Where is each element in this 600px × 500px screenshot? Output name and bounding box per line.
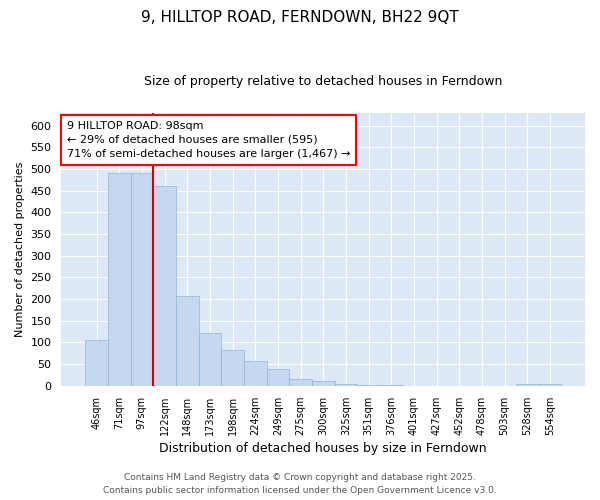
X-axis label: Distribution of detached houses by size in Ferndown: Distribution of detached houses by size …	[160, 442, 487, 455]
Bar	[221, 350, 244, 386]
Text: 9 HILLTOP ROAD: 98sqm
← 29% of detached houses are smaller (595)
71% of semi-det: 9 HILLTOP ROAD: 98sqm ← 29% of detached …	[67, 121, 350, 159]
Title: Size of property relative to detached houses in Ferndown: Size of property relative to detached ho…	[144, 75, 502, 88]
Bar	[153, 186, 176, 386]
Bar	[108, 174, 131, 386]
Bar	[176, 296, 199, 386]
Bar	[131, 174, 153, 386]
Bar	[244, 361, 266, 386]
Bar	[516, 384, 539, 386]
Text: Contains HM Land Registry data © Crown copyright and database right 2025.
Contai: Contains HM Land Registry data © Crown c…	[103, 474, 497, 495]
Text: 9, HILLTOP ROAD, FERNDOWN, BH22 9QT: 9, HILLTOP ROAD, FERNDOWN, BH22 9QT	[141, 10, 459, 25]
Y-axis label: Number of detached properties: Number of detached properties	[15, 162, 25, 337]
Bar	[85, 340, 108, 386]
Bar	[266, 370, 289, 386]
Bar	[199, 333, 221, 386]
Bar	[539, 384, 561, 386]
Bar	[289, 380, 312, 386]
Bar	[335, 384, 357, 386]
Bar	[312, 382, 335, 386]
